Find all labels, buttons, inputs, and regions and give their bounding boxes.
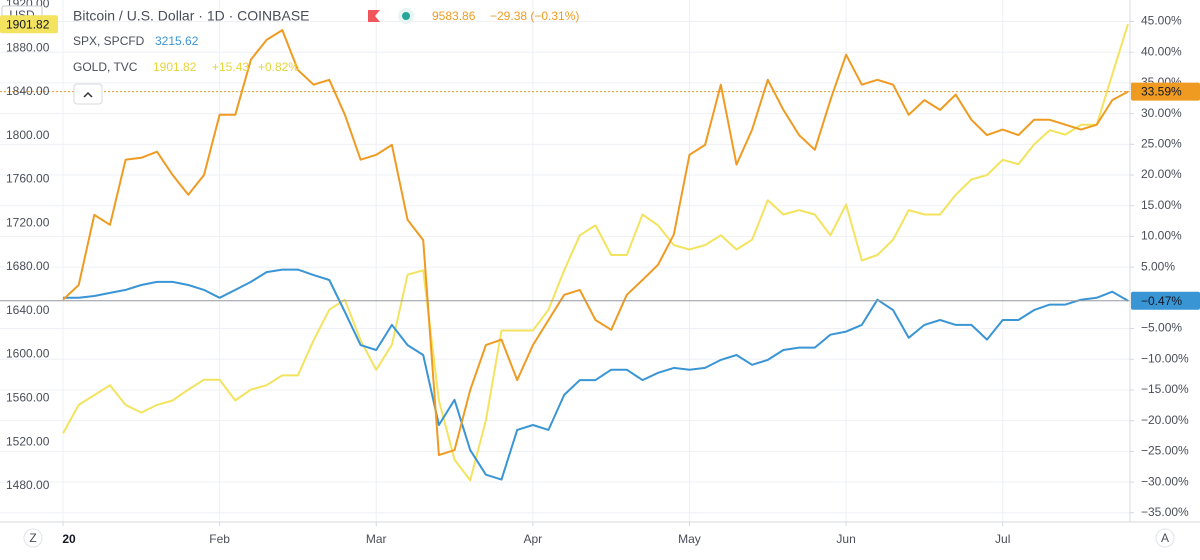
x-tick-label: Jun	[836, 532, 855, 546]
zoom-button-label[interactable]: Z	[29, 531, 36, 545]
legend-price: 9583.86	[432, 9, 476, 23]
chevron-icon	[83, 91, 93, 98]
legend-name: GOLD, TVC	[73, 60, 138, 74]
auto-button-label[interactable]: A	[1161, 531, 1169, 545]
y2-tick-label: −35.00%	[1141, 505, 1189, 519]
x-tick-label: Mar	[366, 532, 387, 546]
y-tick-label: 1720.00	[6, 215, 50, 229]
y2-tick-label: −5.00%	[1141, 321, 1182, 335]
y-tick-label: 1800.00	[6, 128, 50, 142]
y2-tick-label: 10.00%	[1141, 229, 1182, 243]
x-tick-label: Feb	[209, 532, 230, 546]
y-tick-label: 1680.00	[6, 259, 50, 273]
y-tick-label: 1600.00	[6, 347, 50, 361]
y-tick-label: 1880.00	[6, 40, 50, 54]
x-tick-label: May	[678, 532, 701, 546]
y2-tick-label: 5.00%	[1141, 259, 1175, 273]
legend-change: −29.38 (−0.31%)	[490, 9, 579, 23]
series-line	[63, 268, 1129, 481]
price-tag-label: −0.47%	[1141, 294, 1182, 308]
y2-tick-label: 45.00%	[1141, 14, 1182, 28]
y-tick-label: 1520.00	[6, 434, 50, 448]
price-tag	[1131, 82, 1200, 101]
price-tag-label: 33.59%	[1141, 85, 1182, 99]
y2-tick-label: 15.00%	[1141, 198, 1182, 212]
price-tag-label: 1901.82	[6, 17, 50, 31]
legend-change: +15.43	[212, 60, 249, 74]
plot	[0, 23, 1130, 482]
grid	[0, 0, 1130, 522]
status-dot	[402, 12, 410, 20]
axes: 1480.00 1520.00 1560.00 1600.00 1640.00 1680.…	[6, 0, 1189, 546]
y-tick-label: 1480.00	[6, 478, 50, 492]
x-tick-label: Jul	[995, 532, 1010, 546]
y2-tick-label: −20.00%	[1141, 413, 1189, 427]
y2-tick-label: 40.00%	[1141, 44, 1182, 58]
zoom-button[interactable]	[23, 528, 43, 548]
price-tag	[1131, 291, 1200, 310]
y-tick-label: 1920.00	[6, 0, 50, 11]
legend-name: SPX, SPCFD	[73, 34, 145, 48]
series-line	[62, 29, 1129, 457]
y2-tick-label: −25.00%	[1141, 444, 1189, 458]
y2-tick-label: 20.00%	[1141, 167, 1182, 181]
y2-tick-label: −30.00%	[1141, 474, 1189, 488]
y-tick-label: 1760.00	[6, 172, 50, 186]
y2-tick-label: −10.00%	[1141, 351, 1189, 365]
auto-button[interactable]	[1155, 528, 1175, 548]
y2-tick-label: 30.00%	[1141, 106, 1182, 120]
legend-change: +0.82%	[258, 60, 299, 74]
price-tag	[0, 15, 58, 34]
y-tick-label: 1840.00	[6, 84, 50, 98]
legend-price: 3215.62	[155, 34, 199, 48]
flag-icon[interactable]	[368, 10, 380, 22]
x-tick-label: Apr	[524, 532, 543, 546]
series-line	[62, 23, 1129, 482]
legend-title: Bitcoin / U.S. Dollar · 1D · COINBASE	[73, 8, 310, 24]
legend-price: 1901.82	[153, 60, 197, 74]
legend: Bitcoin / U.S. Dollar · 1D · COINBASE 95…	[73, 8, 579, 105]
x-tick-label: 20	[62, 532, 76, 546]
y-tick-label: 1640.00	[6, 303, 50, 317]
y2-tick-label: −15.00%	[1141, 382, 1189, 396]
price-tags: 1901.82 −0.47% 33.59%	[0, 15, 1200, 310]
y-tick-label: 1560.00	[6, 391, 50, 405]
y2-tick-label: 25.00%	[1141, 136, 1182, 150]
